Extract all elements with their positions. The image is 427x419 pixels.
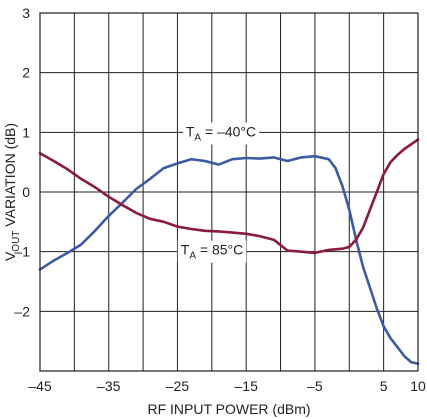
annotation-ta-minus40-main: T	[186, 124, 195, 140]
x-tick-label: –5	[307, 378, 323, 394]
annotation-ta-minus40: TA = –40°C	[182, 122, 260, 145]
annotation-ta-minus40-label: TA = –40°C	[186, 124, 256, 144]
y-tick-label: –1	[14, 244, 30, 260]
x-tick-label: –45	[28, 378, 52, 394]
annotation-ta-minus40-sub: A	[194, 133, 201, 144]
gridlines	[39, 12, 419, 372]
annotation-ta-85-rest: = 85°C	[196, 242, 243, 258]
annotation-ta-85-background	[177, 240, 247, 263]
x-tick-label: –25	[166, 378, 190, 394]
y-tick-label: 1	[22, 124, 30, 140]
annotation-ta-85-main: T	[181, 242, 190, 258]
y-tick-label: 0	[22, 184, 30, 200]
x-tick-label: –15	[235, 378, 259, 394]
y-tick-label: –2	[14, 303, 30, 319]
y-axis-title: VOUT VARIATION (dB)	[2, 123, 22, 261]
series-line-ta-minus40	[38, 154, 420, 366]
series-group	[38, 138, 420, 366]
annotation-ta-minus40-background	[182, 122, 260, 145]
y-tick-label: 2	[22, 65, 30, 81]
y-tick-labels: 3 2 1 0 –1 –2	[14, 5, 30, 319]
annotation-ta-85-sub: A	[189, 251, 196, 262]
annotation-ta-85-label: TA = 85°C	[181, 242, 243, 262]
series-line-ta-85	[38, 138, 420, 255]
y-tick-label: 3	[22, 5, 30, 21]
x-tick-labels: –45 –35 –25 –15 –5 5 10	[28, 378, 426, 394]
y-axis-title-rest: VARIATION (dB)	[2, 123, 18, 231]
x-tick-label: –35	[97, 378, 121, 394]
y-axis-title-sub: OUT	[11, 231, 22, 252]
x-tick-label: 10	[410, 378, 426, 394]
y-axis-title-main: V	[2, 251, 18, 261]
x-axis-title: RF INPUT POWER (dBm)	[147, 401, 310, 417]
annotation-ta-minus40-rest: = –40°C	[201, 124, 256, 140]
x-tick-label: 5	[380, 378, 388, 394]
plot-frame	[39, 12, 419, 372]
annotation-ta-85: TA = 85°C	[177, 240, 247, 263]
